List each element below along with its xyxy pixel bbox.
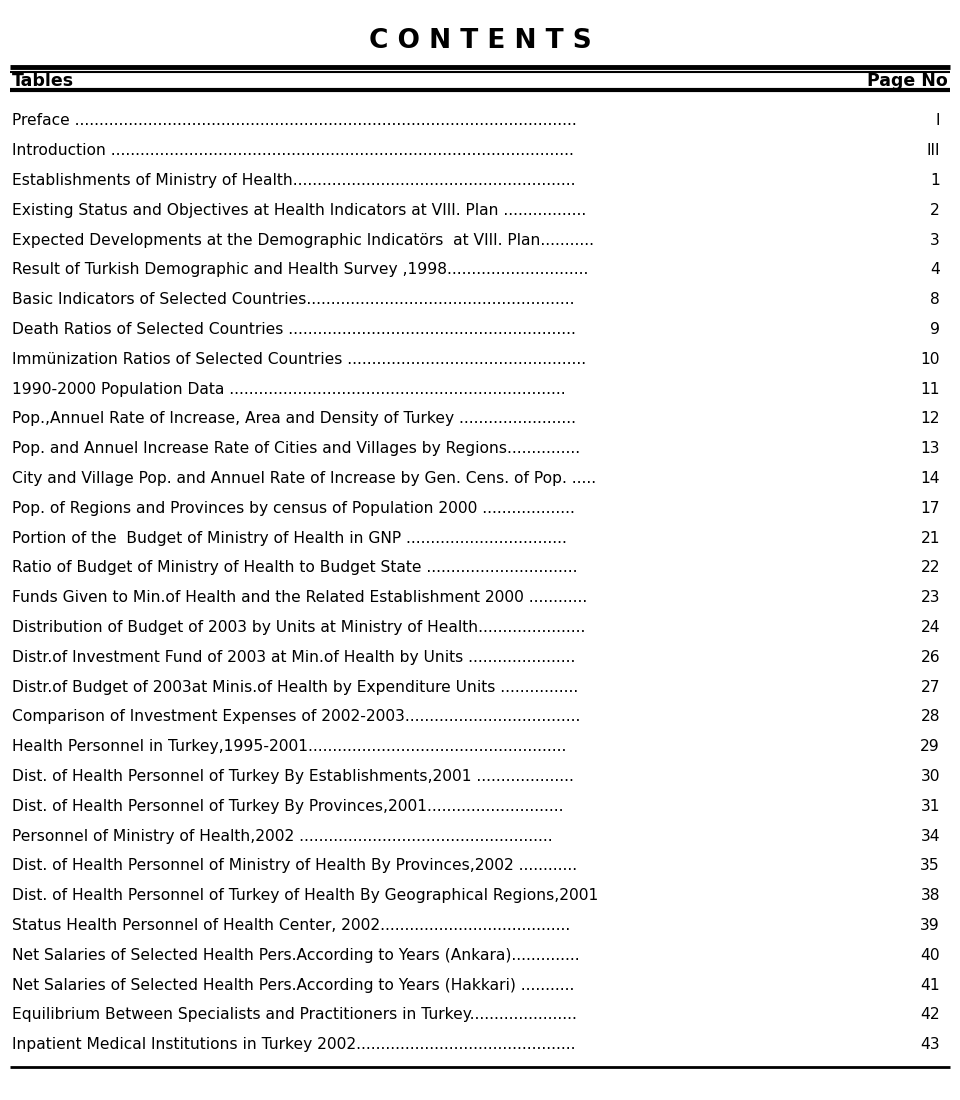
Text: Basic Indicators of Selected Countries..........................................: Basic Indicators of Selected Countries..… [12,293,574,307]
Text: Portion of the  Budget of Ministry of Health in GNP ............................: Portion of the Budget of Ministry of Hea… [12,530,566,546]
Text: Dist. of Health Personnel of Turkey By Provinces,2001...........................: Dist. of Health Personnel of Turkey By P… [12,799,564,814]
Text: 40: 40 [921,948,940,962]
Text: Immünization Ratios of Selected Countries ......................................: Immünization Ratios of Selected Countrie… [12,352,587,366]
Text: Ratio of Budget of Ministry of Health to Budget State ..........................: Ratio of Budget of Ministry of Health to… [12,560,578,575]
Text: 28: 28 [921,710,940,725]
Text: 12: 12 [921,411,940,427]
Text: 13: 13 [921,441,940,456]
Text: 11: 11 [921,382,940,397]
Text: Dist. of Health Personnel of Turkey of Health By Geographical Regions,2001: Dist. of Health Personnel of Turkey of H… [12,888,598,903]
Text: Expected Developments at the Demographic Indicatörs  at VIII. Plan...........: Expected Developments at the Demographic… [12,232,594,248]
Text: Preface ........................................................................: Preface ................................… [12,113,577,129]
Text: 38: 38 [921,888,940,903]
Text: Distr.of Budget of 2003at Minis.of Health by Expenditure Units ................: Distr.of Budget of 2003at Minis.of Healt… [12,680,578,694]
Text: I: I [935,113,940,129]
Text: Pop.,Annuel Rate of Increase, Area and Density of Turkey .......................: Pop.,Annuel Rate of Increase, Area and D… [12,411,576,427]
Text: Distribution of Budget of 2003 by Units at Ministry of Health...................: Distribution of Budget of 2003 by Units … [12,620,586,635]
Text: 26: 26 [921,650,940,664]
Text: 31: 31 [921,799,940,814]
Text: 30: 30 [921,769,940,784]
Text: 34: 34 [921,828,940,844]
Text: 9: 9 [930,322,940,337]
Text: 22: 22 [921,560,940,575]
Text: Pop. of Regions and Provinces by census of Population 2000 ...................: Pop. of Regions and Provinces by census … [12,500,575,516]
Text: 1990-2000 Population Data ......................................................: 1990-2000 Population Data ..............… [12,382,565,397]
Text: Death Ratios of Selected Countries .............................................: Death Ratios of Selected Countries .....… [12,322,576,337]
Text: 43: 43 [921,1037,940,1053]
Text: 23: 23 [921,591,940,605]
Text: 4: 4 [930,263,940,277]
Text: 8: 8 [930,293,940,307]
Text: C O N T E N T S: C O N T E N T S [369,28,591,54]
Text: Page No: Page No [867,73,948,90]
Text: Comparison of Investment Expenses of 2002-2003..................................: Comparison of Investment Expenses of 200… [12,710,581,725]
Text: Introduction ...................................................................: Introduction ...........................… [12,143,574,158]
Text: Result of Turkish Demographic and Health Survey ,1998...........................: Result of Turkish Demographic and Health… [12,263,588,277]
Text: 41: 41 [921,978,940,992]
Text: 27: 27 [921,680,940,694]
Text: 39: 39 [921,918,940,933]
Text: Net Salaries of Selected Health Pers.According to Years (Ankara)..............: Net Salaries of Selected Health Pers.Acc… [12,948,580,962]
Text: 35: 35 [921,858,940,873]
Text: Tables: Tables [12,73,74,90]
Text: 17: 17 [921,500,940,516]
Text: Equilibrium Between Specialists and Practitioners in Turkey.....................: Equilibrium Between Specialists and Prac… [12,1008,577,1022]
Text: 14: 14 [921,471,940,486]
Text: 29: 29 [921,739,940,755]
Text: 3: 3 [930,232,940,248]
Text: Inpatient Medical Institutions in Turkey 2002...................................: Inpatient Medical Institutions in Turkey… [12,1037,575,1053]
Text: Establishments of Ministry of Health............................................: Establishments of Ministry of Health....… [12,173,575,188]
Text: 24: 24 [921,620,940,635]
Text: Dist. of Health Personnel of Ministry of Health By Provinces,2002 ............: Dist. of Health Personnel of Ministry of… [12,858,577,873]
Text: Status Health Personnel of Health Center, 2002..................................: Status Health Personnel of Health Center… [12,918,570,933]
Text: 2: 2 [930,202,940,218]
Text: Health Personnel in Turkey,1995-2001............................................: Health Personnel in Turkey,1995-2001....… [12,739,566,755]
Text: City and Village Pop. and Annuel Rate of Increase by Gen. Cens. of Pop. .....: City and Village Pop. and Annuel Rate of… [12,471,596,486]
Text: III: III [926,143,940,158]
Text: Funds Given to Min.of Health and the Related Establishment 2000 ............: Funds Given to Min.of Health and the Rel… [12,591,588,605]
Text: 21: 21 [921,530,940,546]
Text: 42: 42 [921,1008,940,1022]
Text: Dist. of Health Personnel of Turkey By Establishments,2001 ....................: Dist. of Health Personnel of Turkey By E… [12,769,574,784]
Text: Existing Status and Objectives at Health Indicators at VIII. Plan ..............: Existing Status and Objectives at Health… [12,202,587,218]
Text: 10: 10 [921,352,940,366]
Text: Pop. and Annuel Increase Rate of Cities and Villages by Regions...............: Pop. and Annuel Increase Rate of Cities … [12,441,580,456]
Text: Net Salaries of Selected Health Pers.According to Years (Hakkari) ...........: Net Salaries of Selected Health Pers.Acc… [12,978,574,992]
Text: Distr.of Investment Fund of 2003 at Min.of Health by Units .....................: Distr.of Investment Fund of 2003 at Min.… [12,650,575,664]
Text: Personnel of Ministry of Health,2002 ...........................................: Personnel of Ministry of Health,2002 ...… [12,828,553,844]
Text: 1: 1 [930,173,940,188]
